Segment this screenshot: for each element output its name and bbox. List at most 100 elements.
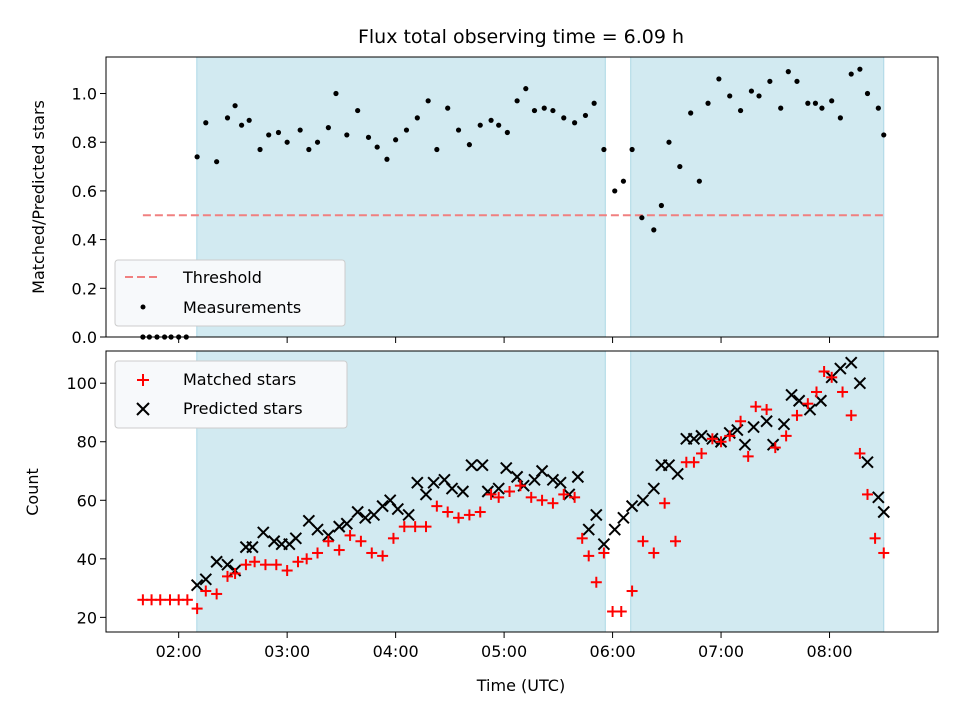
predicted-star-marker xyxy=(492,482,505,495)
measurement-point xyxy=(523,86,529,92)
chart-title: Flux total observing time = 6.09 h xyxy=(358,26,684,48)
y-tick-label: 1.0 xyxy=(72,85,97,104)
measurement-point xyxy=(572,120,578,126)
legend-predicted-swatch xyxy=(136,402,150,416)
measurement-point xyxy=(238,122,245,128)
predicted-star-marker xyxy=(535,464,549,478)
predicted-star-marker xyxy=(834,362,847,375)
matched-star-marker xyxy=(211,588,223,600)
matched-star-marker xyxy=(761,404,773,416)
matched-star-marker xyxy=(191,603,203,615)
matched-star-marker xyxy=(322,535,334,547)
count-panel-frame xyxy=(105,350,939,633)
matched-star-marker xyxy=(615,606,627,618)
measurement-point xyxy=(434,146,440,153)
matched-star-marker xyxy=(878,547,890,559)
matched-star-marker xyxy=(811,386,823,398)
legend-measurements-label: Measurements xyxy=(183,298,301,317)
predicted-star-marker xyxy=(190,578,204,592)
matched-star-marker xyxy=(387,532,399,544)
matched-star-marker xyxy=(791,409,803,421)
predicted-star-marker xyxy=(597,537,611,551)
matched-star-marker xyxy=(845,409,857,421)
count-panel-x-ticks: 02:00 03:00 04:00 05:00 06:00 07:00 08:00 xyxy=(156,632,853,661)
matched-star-marker xyxy=(221,570,233,582)
matched-star-marker xyxy=(463,509,475,521)
predicted-star-marker xyxy=(877,505,890,519)
predicted-star-marker xyxy=(359,511,372,525)
count-panel-legend: Matched stars Predicted stars xyxy=(114,360,348,429)
count-panel-shaded-intervals xyxy=(196,350,885,633)
predicted-star-marker xyxy=(445,482,459,495)
predicted-star-marker xyxy=(546,473,560,486)
measurement-point xyxy=(504,129,510,136)
y-tick-label: 0.4 xyxy=(72,231,97,250)
measurement-point xyxy=(541,105,547,111)
measurement-point xyxy=(232,103,238,109)
matched-star-marker xyxy=(431,500,443,512)
predicted-star-marker xyxy=(333,520,346,533)
x-tick-label: 05:00 xyxy=(481,642,527,661)
predicted-star-marker xyxy=(803,403,817,416)
x-tick-label: 06:00 xyxy=(590,642,636,661)
matched-star-marker xyxy=(802,398,814,410)
measurement-point xyxy=(778,105,784,111)
measurement-point xyxy=(550,107,556,114)
matched-star-marker xyxy=(493,491,505,503)
measurement-point xyxy=(727,93,733,99)
predicted-star-marker xyxy=(322,529,335,542)
measurement-point xyxy=(314,139,321,145)
matched-star-marker xyxy=(688,456,700,468)
predicted-star-marker xyxy=(777,417,791,431)
predicted-star-marker xyxy=(785,388,798,402)
predicted-star-marker xyxy=(199,573,213,586)
measurement-point xyxy=(785,69,791,75)
count-panel-ylabel: Count xyxy=(23,468,42,516)
predicted-star-marker xyxy=(647,482,661,495)
matched-star-marker xyxy=(181,594,193,606)
measurement-point xyxy=(325,125,331,131)
predicted-star-marker xyxy=(391,502,405,516)
measurement-point xyxy=(629,146,635,153)
measurement-point xyxy=(819,105,825,111)
predicted-stars-layer xyxy=(190,356,890,592)
matched-star-marker xyxy=(398,521,410,533)
predicted-star-marker xyxy=(636,494,650,507)
matched-star-marker xyxy=(514,480,526,492)
matched-star-marker xyxy=(750,401,762,413)
matched-star-marker xyxy=(637,535,649,547)
predicted-star-marker xyxy=(671,467,684,481)
measurement-point xyxy=(612,188,618,194)
measurement-point xyxy=(748,88,755,94)
measurement-point xyxy=(658,202,664,209)
measurement-point xyxy=(306,146,312,153)
legend-threshold-label: Threshold xyxy=(182,268,262,287)
predicted-star-marker xyxy=(608,523,621,536)
ratio-panel-ylabel: Matched/Predicted stars xyxy=(29,100,48,294)
predicted-star-marker xyxy=(419,488,433,501)
matched-star-marker xyxy=(583,550,595,562)
predicted-star-marker xyxy=(411,476,424,489)
measurement-point xyxy=(414,115,420,121)
x-tick-label: 03:00 xyxy=(264,642,310,661)
matched-star-marker xyxy=(377,550,389,562)
measurement-point xyxy=(767,78,773,84)
matched-star-marker xyxy=(769,442,781,454)
predicted-star-marker xyxy=(311,523,324,536)
measurement-point xyxy=(355,107,361,114)
y-tick-label: 0.2 xyxy=(72,279,97,298)
measurement-point xyxy=(677,163,683,170)
matched-star-marker xyxy=(525,491,537,503)
predicted-star-marker xyxy=(738,438,752,451)
measurement-point xyxy=(829,98,835,104)
measurement-point xyxy=(224,115,231,121)
predicted-star-marker xyxy=(747,420,760,434)
predicted-star-marker xyxy=(695,429,708,443)
y-tick-label: 80 xyxy=(77,433,97,452)
matched-star-marker xyxy=(826,371,838,383)
measurement-point xyxy=(582,112,589,119)
x-tick-label: 02:00 xyxy=(156,642,202,661)
shaded-interval xyxy=(630,56,885,338)
matched-star-marker xyxy=(259,559,271,571)
matched-star-marker xyxy=(281,565,293,577)
